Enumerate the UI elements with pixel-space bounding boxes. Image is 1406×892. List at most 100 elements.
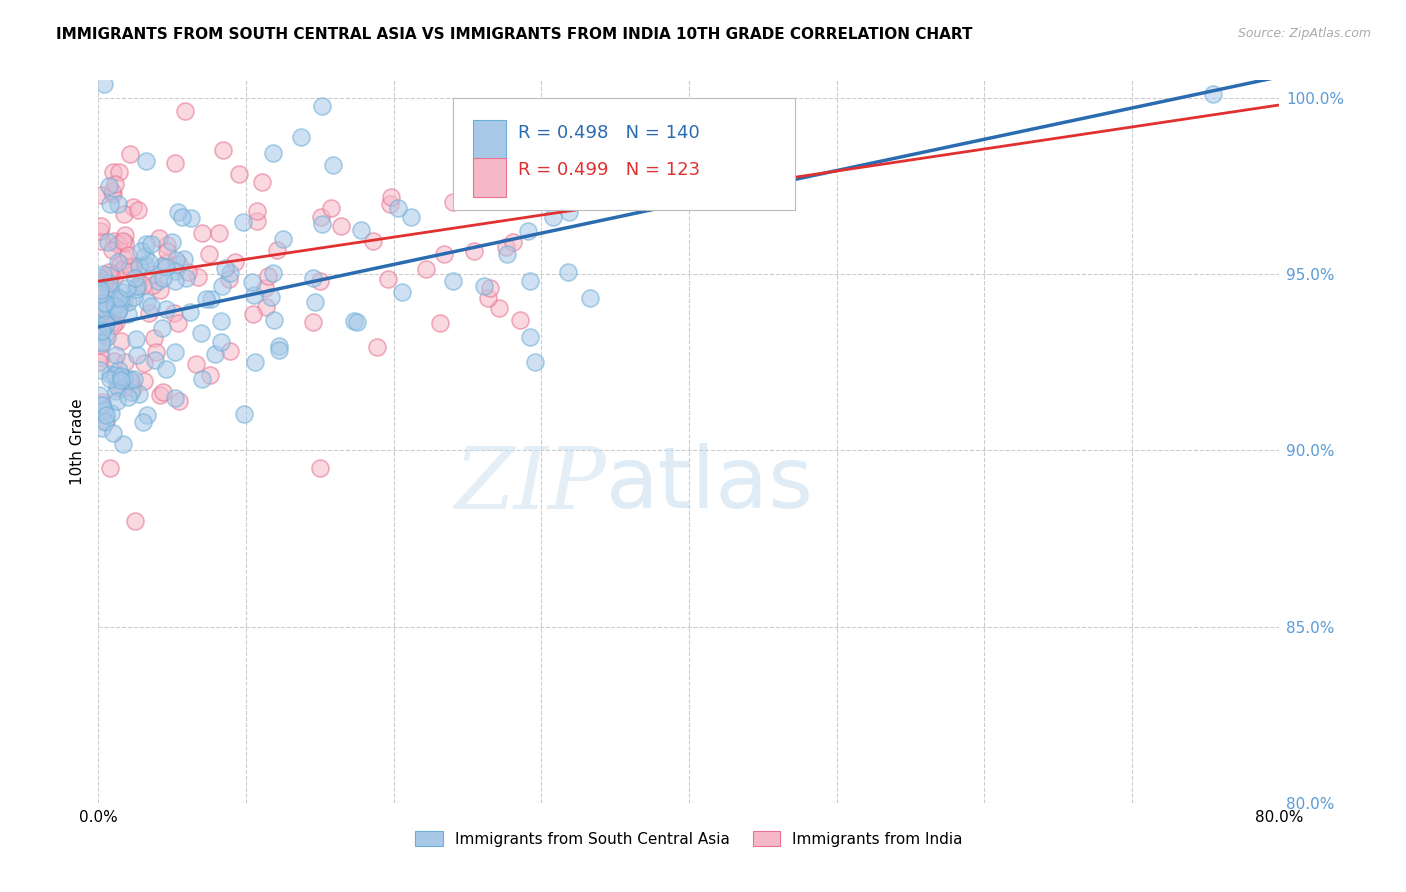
Point bbox=[547, 152, 569, 166]
Point bbox=[111, 436, 134, 450]
Point bbox=[120, 385, 142, 400]
Point bbox=[138, 306, 160, 320]
Point bbox=[128, 386, 150, 401]
Point bbox=[346, 315, 368, 329]
Point bbox=[96, 314, 118, 328]
Point bbox=[94, 277, 117, 291]
Point bbox=[262, 266, 284, 280]
Point bbox=[163, 274, 186, 288]
Point bbox=[262, 146, 284, 161]
Point bbox=[259, 290, 281, 304]
Point bbox=[105, 384, 128, 398]
Point bbox=[269, 339, 291, 353]
Point bbox=[103, 234, 125, 248]
Point bbox=[240, 275, 263, 289]
Point bbox=[100, 406, 122, 420]
Point bbox=[120, 260, 142, 274]
Point bbox=[117, 307, 139, 321]
Point bbox=[415, 262, 437, 277]
Point bbox=[517, 223, 540, 237]
Point bbox=[187, 269, 209, 284]
Point bbox=[246, 204, 269, 219]
Point bbox=[94, 408, 117, 422]
Text: Source: ZipAtlas.com: Source: ZipAtlas.com bbox=[1237, 27, 1371, 40]
Point bbox=[103, 354, 125, 368]
Point bbox=[107, 305, 129, 319]
Point bbox=[149, 388, 172, 402]
Point bbox=[117, 391, 139, 405]
Point bbox=[107, 255, 129, 269]
Point bbox=[104, 289, 127, 303]
Legend: Immigrants from South Central Asia, Immigrants from India: Immigrants from South Central Asia, Immi… bbox=[409, 825, 969, 853]
Point bbox=[191, 372, 214, 386]
Text: ZIP: ZIP bbox=[454, 443, 606, 526]
Point bbox=[150, 320, 173, 334]
Point bbox=[94, 296, 117, 310]
Point bbox=[558, 205, 581, 219]
Point bbox=[118, 146, 141, 161]
Point bbox=[495, 247, 517, 261]
Point bbox=[101, 186, 124, 201]
Point bbox=[219, 344, 242, 359]
Point bbox=[122, 290, 145, 304]
Point bbox=[89, 269, 111, 284]
Point bbox=[91, 324, 114, 338]
Point bbox=[167, 257, 190, 271]
Point bbox=[132, 277, 155, 292]
Text: atlas: atlas bbox=[606, 443, 814, 526]
Point bbox=[224, 254, 246, 268]
Point bbox=[257, 269, 280, 284]
Point bbox=[366, 340, 388, 354]
Point bbox=[214, 260, 236, 275]
Point bbox=[246, 213, 269, 227]
Point bbox=[252, 175, 274, 189]
Point bbox=[122, 200, 145, 214]
Point bbox=[111, 285, 134, 299]
Point bbox=[98, 368, 121, 382]
Point bbox=[243, 355, 266, 369]
Point bbox=[108, 301, 131, 316]
Point bbox=[592, 186, 614, 200]
Point bbox=[204, 347, 226, 361]
Point bbox=[184, 357, 207, 371]
Point bbox=[132, 356, 155, 370]
Point bbox=[103, 298, 125, 312]
Point bbox=[94, 415, 117, 429]
Point bbox=[122, 260, 145, 275]
Point bbox=[180, 211, 202, 226]
Point bbox=[122, 381, 145, 395]
Point bbox=[125, 348, 148, 362]
Point bbox=[127, 279, 149, 293]
Point bbox=[104, 299, 127, 313]
Point bbox=[321, 201, 343, 215]
Point bbox=[142, 267, 165, 281]
Point bbox=[117, 294, 139, 309]
Text: IMMIGRANTS FROM SOUTH CENTRAL ASIA VS IMMIGRANTS FROM INDIA 10TH GRADE CORRELATI: IMMIGRANTS FROM SOUTH CENTRAL ASIA VS IM… bbox=[56, 27, 973, 42]
Point bbox=[156, 237, 179, 252]
Point bbox=[156, 244, 179, 258]
Point bbox=[114, 235, 136, 250]
Point bbox=[165, 253, 187, 268]
Point bbox=[135, 295, 157, 310]
Point bbox=[105, 308, 128, 322]
Point bbox=[211, 143, 233, 157]
Point bbox=[350, 223, 373, 237]
Point bbox=[125, 282, 148, 296]
Point bbox=[87, 388, 110, 402]
Point bbox=[101, 184, 124, 198]
Point bbox=[93, 275, 115, 289]
Point bbox=[152, 270, 174, 285]
Point bbox=[96, 306, 118, 320]
Point bbox=[167, 394, 190, 409]
Point bbox=[387, 202, 409, 216]
Point bbox=[572, 172, 595, 186]
Point bbox=[519, 274, 541, 288]
Point bbox=[104, 368, 127, 383]
Point bbox=[90, 338, 112, 352]
Bar bbox=[472, 120, 506, 160]
Point bbox=[138, 255, 160, 269]
Point bbox=[271, 232, 294, 246]
Point bbox=[105, 394, 128, 409]
Point bbox=[97, 178, 120, 193]
Point bbox=[89, 284, 111, 298]
